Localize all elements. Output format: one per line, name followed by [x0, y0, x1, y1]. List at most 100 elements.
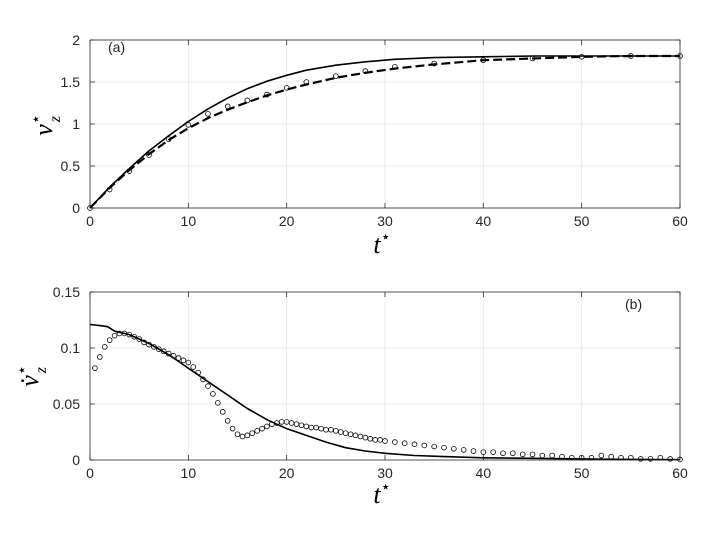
marker-a-2-4 [165, 136, 172, 142]
marker-a-2-15 [431, 60, 437, 67]
marker-a-2-8 [244, 97, 251, 104]
marker-b-1-70 [490, 449, 496, 455]
x-tick-label-b-4: 40 [476, 465, 492, 481]
marker-b-1-57 [372, 437, 378, 443]
marker-b-1-48 [328, 426, 334, 433]
y-tick-label-b-2: 0.1 [61, 340, 81, 356]
marker-b-1-31 [244, 432, 251, 439]
marker-b-1-58 [377, 437, 383, 443]
x-tick-label-a-3: 30 [377, 213, 393, 229]
y-axis-label-a-group: v⋆ z [28, 114, 64, 136]
marker-a-2-11 [303, 79, 310, 85]
x-tick-label-a-4: 40 [476, 213, 492, 229]
y-axis-label-a: v⋆ z [28, 114, 64, 136]
x-tick-label-b-2: 20 [279, 465, 295, 481]
marker-b-1-40 [288, 420, 295, 426]
y-tick-label-b-3: 0.15 [53, 284, 80, 300]
marker-b-1-72 [510, 450, 516, 457]
series-line-a-0-solid [89, 55, 680, 209]
x-tick-label-b-6: 60 [672, 465, 688, 481]
marker-b-1-67 [460, 447, 467, 453]
marker-a-2-7 [224, 103, 231, 110]
marker-a-2-17 [529, 55, 536, 62]
marker-b-1-55 [362, 434, 369, 441]
marker-b-1-76 [549, 452, 555, 459]
marker-b-1-85 [637, 456, 644, 462]
marker-b-1-61 [401, 440, 408, 447]
marker-b-1-16 [170, 353, 177, 359]
y-tick-label-a-0: 0 [72, 200, 80, 216]
panel-label-a: (a) [108, 39, 125, 55]
marker-b-1-18 [180, 357, 187, 364]
marker-b-1-88 [667, 456, 673, 462]
marker-a-2-13 [362, 68, 369, 74]
ticks-b: 0 10 20 30 40 50 60 0 0.05 0.1 0.15 [53, 284, 688, 481]
marker-b-1-49 [333, 428, 339, 434]
y-axis-label-b-var: v̇ [15, 375, 44, 387]
marker-b-1-69 [480, 449, 487, 455]
x-tick-label-a-6: 60 [672, 213, 688, 229]
marker-b-1-20 [190, 364, 197, 370]
x-tick-label-b-5: 50 [574, 465, 590, 481]
marker-b-1-63 [421, 442, 428, 449]
marker-b-1-75 [539, 452, 546, 459]
marker-b-1-60 [392, 439, 398, 445]
marker-b-1-86 [647, 456, 654, 462]
marker-b-1-82 [608, 453, 614, 460]
marker-b-1-22 [200, 376, 206, 383]
marker-b-1-42 [298, 422, 305, 429]
marker-b-1-65 [441, 444, 447, 451]
x-tick-label-b-0: 0 [86, 465, 94, 481]
marker-a-2-12 [333, 73, 339, 79]
marker-a-2-19 [628, 53, 634, 59]
marker-b-1-12 [151, 344, 157, 350]
ticks-a: 0 10 20 30 40 50 60 0 0.5 1 1.5 2 [61, 32, 688, 229]
marker-b-1-73 [519, 451, 526, 458]
marker-b-1-1 [97, 354, 103, 360]
marker-a-2-16 [480, 57, 487, 63]
marker-b-1-23 [205, 383, 211, 389]
marker-b-1-52 [347, 431, 354, 438]
x-axis-label-a-var: t [373, 230, 381, 259]
marker-b-1-81 [598, 452, 605, 459]
x-tick-label-b-3: 30 [377, 465, 393, 481]
marker-b-1-47 [323, 426, 329, 433]
x-tick-label-a-2: 20 [279, 213, 295, 229]
marker-b-1-34 [259, 425, 265, 432]
y-tick-label-b-0: 0 [72, 452, 80, 468]
marker-a-2-3 [146, 152, 152, 158]
y-tick-label-a-2: 1 [72, 116, 80, 132]
y-axis-label-b-group: v̇⋆ z [14, 365, 50, 387]
marker-b-1-21 [195, 369, 201, 376]
marker-b-1-17 [175, 355, 182, 361]
marker-b-1-7 [126, 331, 133, 338]
y-tick-label-a-3: 1.5 [61, 74, 81, 90]
marker-b-1-2 [101, 344, 108, 350]
marker-b-1-26 [219, 409, 226, 415]
x-axis-label-a-sup: ⋆ [381, 229, 391, 246]
marker-b-1-44 [308, 424, 315, 431]
grid-b [90, 292, 680, 460]
y-tick-label-b-1: 0.05 [53, 396, 80, 412]
marker-b-1-28 [229, 425, 236, 432]
x-tick-label-b-1: 10 [181, 465, 197, 481]
marker-b-1-30 [239, 433, 246, 440]
grid-a [90, 40, 680, 208]
marker-b-1-38 [278, 419, 285, 425]
x-tick-label-a-0: 0 [86, 213, 94, 229]
panel-label-b: (b) [625, 296, 642, 312]
marker-b-1-29 [234, 431, 241, 438]
marker-b-1-35 [264, 423, 270, 430]
y-axis-label-b-sup: ⋆ [14, 365, 31, 375]
marker-a-2-9 [264, 91, 270, 98]
y-axis-label-b-sub: z [33, 366, 50, 374]
marker-b-1-9 [136, 336, 142, 342]
marker-b-1-14 [160, 348, 167, 355]
y-axis-label-b: v̇⋆ z [14, 365, 50, 387]
marker-b-1-77 [559, 453, 565, 460]
marker-b-1-64 [431, 443, 437, 450]
